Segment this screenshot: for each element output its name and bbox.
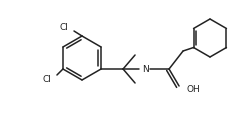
Text: Cl: Cl [59, 24, 68, 33]
Text: OH: OH [186, 84, 200, 93]
Text: Cl: Cl [42, 75, 51, 84]
Text: N: N [142, 65, 148, 73]
